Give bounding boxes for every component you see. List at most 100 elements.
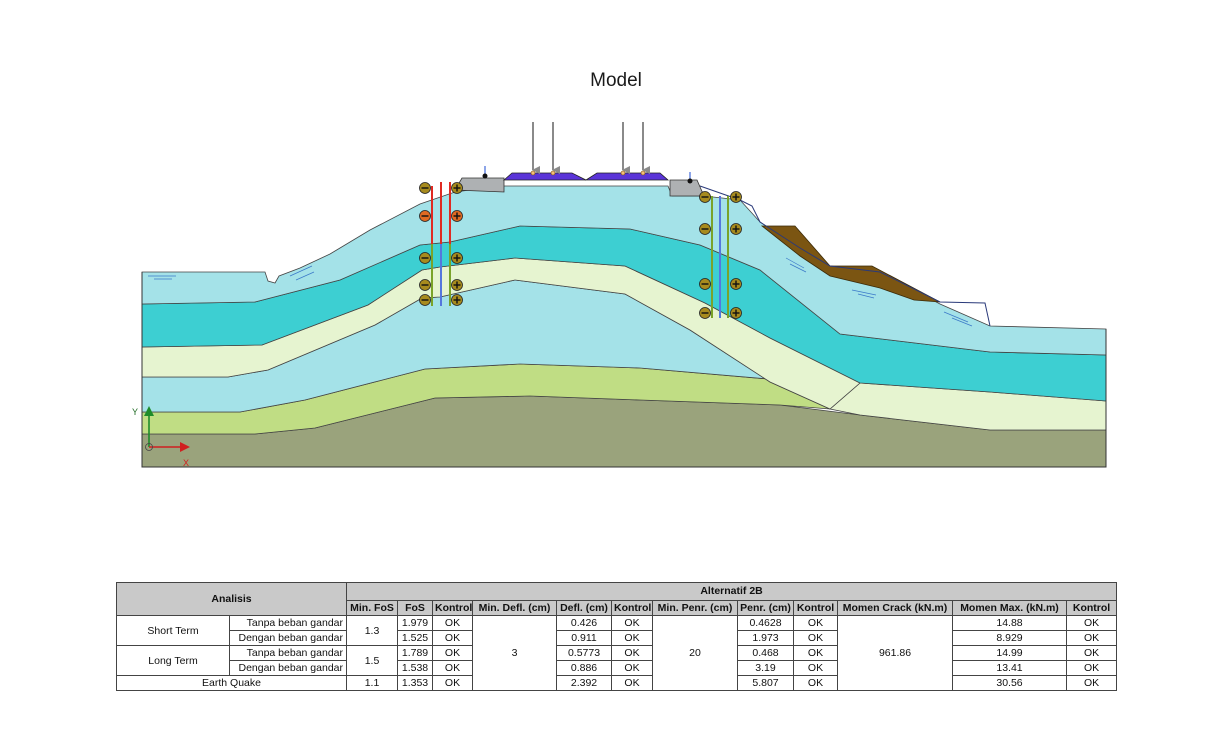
load-point <box>550 170 556 176</box>
anchor-plus-icon <box>730 307 742 319</box>
defl: 2.392 <box>556 675 612 691</box>
col-header: Kontrol <box>611 600 653 616</box>
col-header: Min. FoS <box>346 600 398 616</box>
anchor-minus-icon <box>699 191 711 203</box>
kontrol: OK <box>793 615 838 631</box>
kontrol: OK <box>432 675 473 691</box>
defl: 0.911 <box>556 630 612 646</box>
defl: 0.426 <box>556 615 612 631</box>
momen-max: 8.929 <box>952 630 1067 646</box>
kontrol: OK <box>611 645 653 661</box>
col-header: Kontrol <box>432 600 473 616</box>
kontrol: OK <box>793 645 838 661</box>
kontrol: OK <box>1065 675 1118 691</box>
min-penr: 20 <box>652 615 738 691</box>
kontrol: OK <box>1065 660 1118 676</box>
group-label: Earth Quake <box>116 675 347 691</box>
pavement-right <box>584 172 670 181</box>
kontrol: OK <box>1065 645 1118 661</box>
momen-crack: 961.86 <box>837 615 953 691</box>
fos: 1.979 <box>397 615 433 631</box>
anchor-plus-icon <box>451 182 463 194</box>
kontrol: OK <box>611 675 653 691</box>
penr: 1.973 <box>737 630 794 646</box>
axis-x-label: X <box>183 458 189 468</box>
kontrol: OK <box>611 615 653 631</box>
analisis-header: Analisis <box>116 582 347 616</box>
model-boundary <box>141 272 1107 468</box>
anchor-plus-icon <box>730 278 742 290</box>
kontrol: OK <box>432 660 473 676</box>
kontrol: OK <box>1065 630 1118 646</box>
alternative-header: Alternatif 2B <box>345 582 1118 601</box>
anchor-plus-icon <box>451 252 463 264</box>
group-label: Long Term <box>116 645 230 676</box>
anchor-minus-icon <box>699 223 711 235</box>
axis-origin-icon <box>144 406 190 452</box>
anchor-plus-icon <box>730 191 742 203</box>
anchor-plus-icon <box>451 279 463 291</box>
anchor-plus-icon <box>730 223 742 235</box>
momen-max: 13.41 <box>952 660 1067 676</box>
load-point <box>530 170 536 176</box>
group-label: Short Term <box>116 615 230 646</box>
kontrol: OK <box>611 630 653 646</box>
anchor-minus-icon <box>419 210 431 222</box>
col-header: Min. Penr. (cm) <box>652 600 738 616</box>
right-curb <box>669 179 705 197</box>
defl: 0.5773 <box>556 645 612 661</box>
load-point <box>620 170 626 176</box>
penr: 0.468 <box>737 645 794 661</box>
ground-surface-right <box>699 185 991 327</box>
kontrol: OK <box>432 645 473 661</box>
kontrol: OK <box>793 630 838 646</box>
fos: 1.538 <box>397 660 433 676</box>
momen-max: 14.88 <box>952 615 1067 631</box>
min-fos: 1.5 <box>346 645 398 676</box>
penr: 0.4628 <box>737 615 794 631</box>
col-header: Momen Max. (kN.m) <box>952 600 1067 616</box>
defl: 0.886 <box>556 660 612 676</box>
min-fos: 1.3 <box>346 615 398 646</box>
kontrol: OK <box>793 675 838 691</box>
fos: 1.525 <box>397 630 433 646</box>
anchor-minus-icon <box>419 252 431 264</box>
table-row: Earth Quake 1.1 1.353 OK 2.392 OK 5.807 … <box>116 675 1118 691</box>
fos: 1.353 <box>397 675 433 691</box>
results-table: Analisis Alternatif 2B Min. FoS FoS Kont… <box>116 582 1118 691</box>
momen-max: 14.99 <box>952 645 1067 661</box>
axis-y-label: Y <box>132 407 138 417</box>
table-row: Dengan beban gandar 1.525 OK 0.911 OK 1.… <box>117 630 1118 646</box>
anchor-minus-icon <box>699 278 711 290</box>
col-header: Kontrol <box>1065 600 1118 616</box>
anchor-minus-icon <box>419 182 431 194</box>
water-table-icon <box>482 166 488 179</box>
pavement-left <box>502 172 587 181</box>
fos: 1.789 <box>397 645 433 661</box>
penr: 5.807 <box>737 675 794 691</box>
col-header: Defl. (cm) <box>556 600 612 616</box>
sub-label: Dengan beban gandar <box>229 660 347 676</box>
momen-max: 30.56 <box>952 675 1067 691</box>
load-point <box>640 170 646 176</box>
water-hatch <box>148 257 973 327</box>
sub-label: Tanpa beban gandar <box>229 645 347 661</box>
model-title: Model <box>590 70 642 91</box>
sub-label: Dengan beban gandar <box>229 630 347 646</box>
sub-label: Tanpa beban gandar <box>229 615 347 631</box>
soil-brown-wedge <box>760 225 941 303</box>
min-fos: 1.1 <box>346 675 398 691</box>
kontrol: OK <box>432 630 473 646</box>
table-row: Short Term Tanpa beban gandar 1.3 1.979 … <box>116 615 1118 691</box>
anchor-minus-icon <box>419 294 431 306</box>
col-header: FoS <box>397 600 433 616</box>
anchor-minus-icon <box>699 307 711 319</box>
min-defl: 3 <box>472 615 557 691</box>
col-header: Min. Defl. (cm) <box>472 600 557 616</box>
kontrol: OK <box>432 615 473 631</box>
penr: 3.19 <box>737 660 794 676</box>
kontrol: OK <box>611 660 653 676</box>
col-header: Momen Crack (kN.m) <box>837 600 953 616</box>
col-header: Kontrol <box>793 600 838 616</box>
col-header: Penr. (cm) <box>737 600 794 616</box>
